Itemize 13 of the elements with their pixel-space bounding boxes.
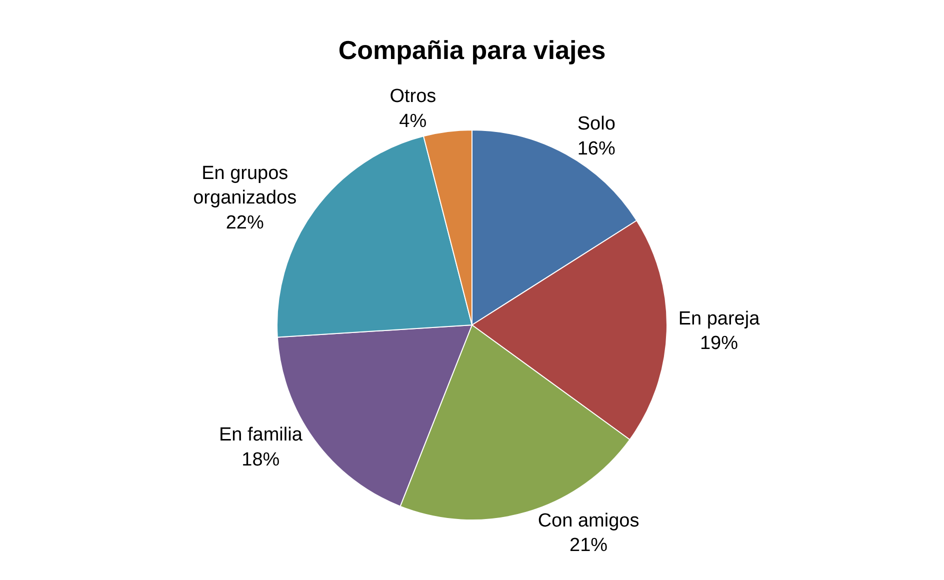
data-label: 16% [577, 138, 616, 160]
chart-title: Compañia para viajes [338, 34, 606, 65]
slice-label: En pareja [678, 308, 760, 330]
data-label: 18% [242, 449, 280, 470]
data-label: 21% [570, 535, 608, 556]
slice-label: Solo [577, 114, 616, 135]
data-label: 19% [700, 333, 738, 354]
slice-label: Con amigos [538, 510, 640, 532]
slice-label: En grupos organizados [193, 163, 297, 209]
slice-label: En familia [218, 424, 303, 446]
slice-label: Otros [390, 86, 436, 108]
data-label: 4% [399, 110, 427, 132]
data-label: 22% [226, 212, 264, 234]
